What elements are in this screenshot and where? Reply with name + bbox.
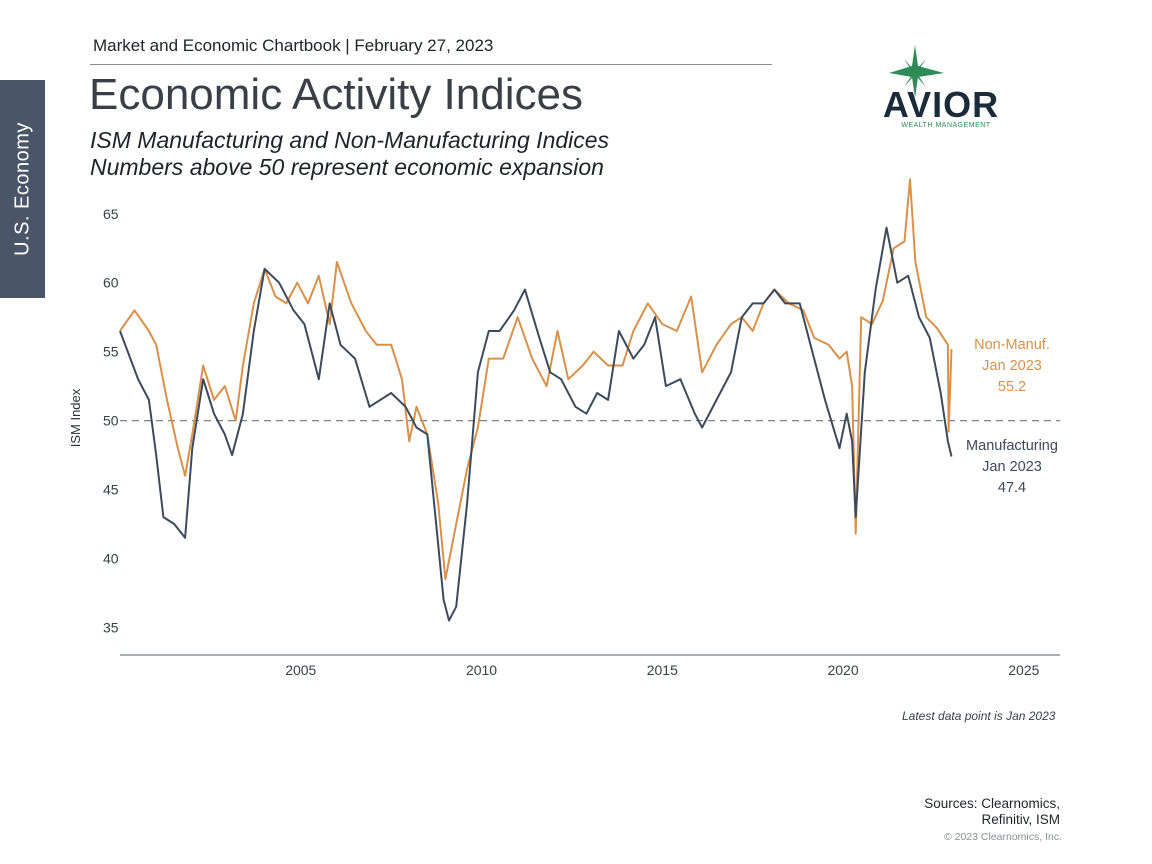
series-end-label: 55.2 [998,379,1026,395]
section-tab: U.S. Economy [0,80,45,298]
series-end-label: Jan 2023 [982,358,1042,374]
sources-line-2: Refinitiv, ISM [981,812,1060,827]
series-end-label: Manufacturing [966,438,1058,454]
subtitle-line-2: Numbers above 50 represent economic expa… [90,154,604,180]
header-divider [90,64,772,65]
series-end-label: Jan 2023 [982,459,1042,475]
copyright: © 2023 Clearnomics, Inc. [943,831,1062,843]
x-tick-label: 2020 [827,662,858,678]
latest-data-note: Latest data point is Jan 2023 [902,709,1056,723]
y-tick-label: 40 [103,550,119,566]
chartbook-header: Market and Economic Chartbook | February… [93,36,494,55]
logo-tagline: WEALTH MANAGEMENT [901,122,990,129]
brand-logo: AVIOR WEALTH MANAGEMENT [883,45,999,129]
y-tick-label: 35 [103,619,119,635]
subtitle-line-1: ISM Manufacturing and Non-Manufacturing … [90,127,610,153]
x-tick-label: 2025 [1008,662,1039,678]
y-tick-label: 55 [103,344,119,360]
y-axis-label: ISM Index [68,388,83,447]
logo-wordmark: AVIOR [883,84,999,125]
page-title: Economic Activity Indices [89,70,583,119]
x-tick-label: 2005 [285,662,316,678]
x-tick-label: 2010 [466,662,497,678]
series-line-non-manuf [119,178,953,581]
four-point-star-icon [889,45,944,98]
series-end-label: 47.4 [998,480,1026,496]
y-tick-label: 60 [103,275,119,291]
sources-line-1: Sources: Clearnomics, [924,796,1060,811]
sources: Sources: Clearnomics, Refinitiv, ISM [924,796,1060,828]
y-tick-label: 50 [103,413,119,429]
x-tick-label: 2015 [647,662,678,678]
y-tick-label: 45 [103,482,119,498]
y-tick-label: 65 [103,206,119,222]
series-line-manufacturing [119,226,953,622]
series-end-label: Non-Manuf. [974,337,1050,353]
